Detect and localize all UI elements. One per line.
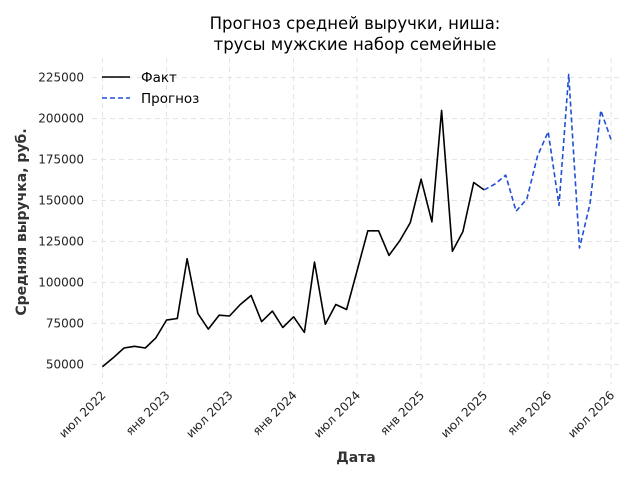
chart-title-line-1: Прогноз средней выручки, ниша: <box>210 14 501 33</box>
x-tick-label: янв 2026 <box>504 388 554 438</box>
chart-title-line-2: трусы мужские набор семейные <box>214 35 497 54</box>
y-tick-label: 150000 <box>38 194 84 208</box>
legend-label-forecast: Прогноз <box>141 91 199 107</box>
y-tick-label: 125000 <box>38 234 84 248</box>
x-tick-label: янв 2025 <box>377 388 427 438</box>
legend-label-fact: Факт <box>141 70 177 86</box>
y-tick-label: 175000 <box>38 153 84 167</box>
y-tick-label: 50000 <box>46 357 84 371</box>
x-axis-ticks: июл 2022 янв 2023 июл 2023 янв 2024 июл 2024… <box>56 388 617 440</box>
x-tick-label: янв 2024 <box>250 388 300 438</box>
y-tick-label: 225000 <box>38 71 84 85</box>
x-tick-label: янв 2023 <box>123 388 173 438</box>
x-tick-label: июл 2022 <box>56 388 108 440</box>
fact-series-line <box>101 109 485 368</box>
legend: Факт Прогноз <box>102 70 199 107</box>
y-tick-label: 200000 <box>38 112 84 126</box>
x-axis-label: Дата <box>336 450 375 466</box>
grid <box>92 58 622 384</box>
y-tick-label: 75000 <box>46 316 84 330</box>
y-axis-label: Средняя выручка, руб. <box>14 128 30 315</box>
series-layer <box>101 73 612 368</box>
y-axis-ticks: 50000 75000 100000 125000 150000 175000 200000… <box>38 71 84 372</box>
x-tick-label: июл 2025 <box>438 388 490 440</box>
x-tick-label: июл 2024 <box>311 388 363 440</box>
forecast-series-line <box>483 73 612 249</box>
x-tick-label: июл 2023 <box>183 388 235 440</box>
y-tick-label: 100000 <box>38 275 84 289</box>
x-tick-label: июл 2026 <box>565 388 617 440</box>
